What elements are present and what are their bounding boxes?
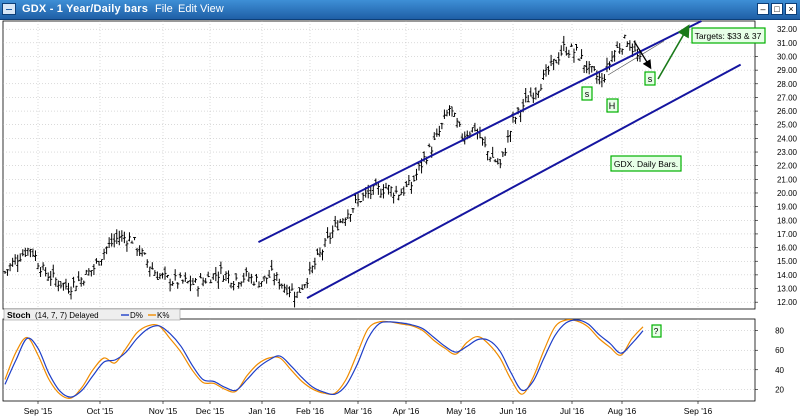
date-tick-label: Feb '16: [296, 406, 324, 416]
price-tick-label: 26.00: [777, 107, 798, 116]
chart-title: GDX - 1 Year/Daily bars: [22, 3, 149, 15]
date-tick-label: Aug '16: [608, 406, 637, 416]
price-tick-label: 31.00: [777, 39, 798, 48]
price-tick-label: 19.00: [777, 203, 798, 212]
price-tick-label: 12.00: [777, 298, 798, 307]
date-tick-label: Jun '16: [499, 406, 526, 416]
price-tick-label: 23.00: [777, 148, 798, 157]
price-bars: [3, 34, 642, 308]
price-tick-label: 22.00: [777, 162, 798, 171]
date-tick-label: Jul '16: [560, 406, 585, 416]
price-tick-label: 29.00: [777, 66, 798, 75]
window-menu-icon[interactable]: [2, 3, 16, 15]
neckline: [607, 40, 665, 76]
targets-label: Targets: $33 & 37: [695, 31, 762, 41]
price-tick-label: 13.00: [777, 285, 798, 294]
price-tick-label: 32.00: [777, 25, 798, 34]
date-tick-label: Dec '15: [196, 406, 225, 416]
stoch-tick-label: 40: [775, 366, 784, 375]
head-label: H: [609, 101, 616, 111]
price-tick-label: 24.00: [777, 134, 798, 143]
right-shoulder-label: s: [648, 74, 653, 84]
price-tick-label: 27.00: [777, 93, 798, 102]
price-tick-label: 30.00: [777, 52, 798, 61]
stoch-tick-label: 60: [775, 346, 784, 355]
price-tick-label: 28.00: [777, 80, 798, 89]
stoch-axis: 20 40 60 80: [755, 327, 785, 394]
date-tick-label: Jan '16: [248, 406, 275, 416]
minimize-icon[interactable]: –: [757, 3, 769, 15]
question-box: [651, 324, 662, 338]
channel-lower-line: [306, 63, 742, 299]
date-tick-label: Oct '15: [87, 406, 114, 416]
stoch-params: (14, 7, 7) Delayed: [35, 311, 99, 320]
price-tick-label: 17.00: [777, 230, 798, 239]
target-arrow: [657, 24, 690, 80]
pullback-arrow: [633, 40, 652, 70]
date-tick-label: Sep '16: [684, 406, 713, 416]
annotations: Targets: $33 & 37 GDX. Daily Bars. s H s…: [581, 24, 766, 338]
stoch-name: Stoch: [7, 310, 31, 320]
gdx-daily-label: GDX. Daily Bars.: [614, 159, 678, 169]
stoch-tick-label: 80: [775, 327, 784, 336]
channel-upper-line: [258, 20, 702, 244]
date-tick-label: Mar '16: [344, 406, 372, 416]
date-tick-label: May '16: [446, 406, 476, 416]
stoch-lines: [4, 318, 644, 399]
targets-box: [691, 27, 766, 44]
stoch-tick-label: 20: [775, 385, 784, 394]
question-label: ?: [654, 326, 659, 336]
right-shoulder-box: [644, 71, 656, 86]
stoch-d-label: D%: [130, 311, 143, 320]
stoch-line-d: [4, 319, 644, 398]
price-tick-label: 18.00: [777, 216, 798, 225]
price-tick-label: 25.00: [777, 121, 798, 130]
trend-channel: [258, 20, 742, 299]
chart-canvas: 12.00 13.00 14.00 15.00 16.00 17.00 18.00 19.00…: [2, 20, 798, 416]
close-icon[interactable]: ×: [785, 3, 797, 15]
date-tick-label: Apr '16: [393, 406, 420, 416]
price-tick-label: 14.00: [777, 271, 798, 280]
price-tick-label: 21.00: [777, 175, 798, 184]
menu-file[interactable]: File: [155, 3, 173, 15]
price-tick-label: 16.00: [777, 244, 798, 253]
stoch-pane: [2, 318, 756, 402]
price-axis: 12.00 13.00 14.00 15.00 16.00 17.00 18.00 19.00…: [755, 25, 798, 307]
price-tick-label: 20.00: [777, 189, 798, 198]
left-shoulder-label: s: [585, 89, 590, 99]
menu-view[interactable]: View: [200, 3, 224, 15]
window-titlebar: GDX - 1 Year/Daily bars File Edit View –…: [0, 0, 800, 20]
date-tick-label: Sep '15: [24, 406, 53, 416]
head-box: [606, 98, 619, 113]
menu-edit[interactable]: Edit: [178, 3, 197, 15]
stoch-line-k: [4, 318, 644, 399]
stoch-k-label: K%: [157, 311, 169, 320]
date-axis: Sep '15 Oct '15 Nov '15 Dec '15 Jan '16 Feb '…: [24, 401, 713, 416]
stoch-header: Stoch (14, 7, 7) Delayed D% K%: [3, 308, 181, 321]
price-tick-label: 15.00: [777, 257, 798, 266]
date-tick-label: Nov '15: [149, 406, 178, 416]
maximize-icon[interactable]: □: [771, 3, 783, 15]
gdx-daily-box: [610, 155, 682, 172]
price-grid: [3, 21, 755, 309]
left-shoulder-box: [581, 86, 593, 101]
